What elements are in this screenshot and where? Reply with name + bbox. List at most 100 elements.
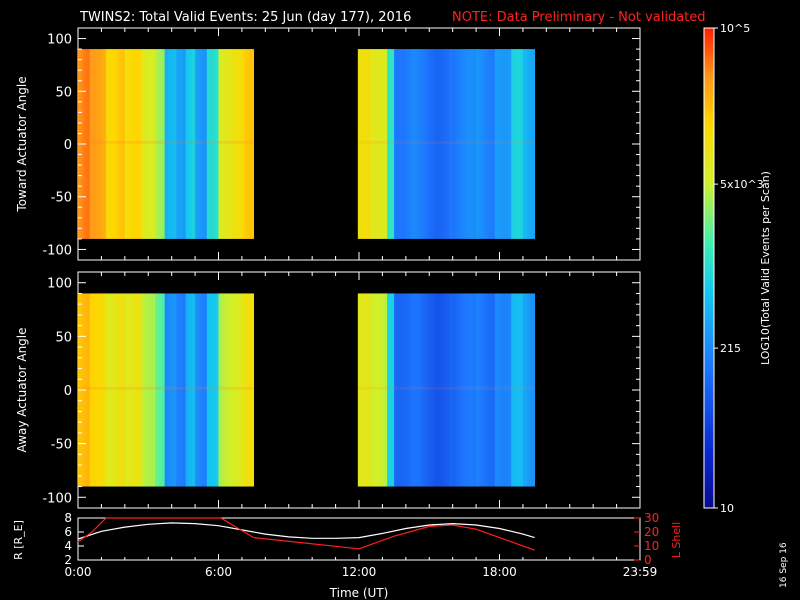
heatmap-cell bbox=[179, 49, 183, 239]
heatmap-cell bbox=[92, 293, 97, 487]
heatmap-cell bbox=[218, 293, 222, 487]
heatmap-cell bbox=[428, 293, 432, 487]
heatmap-cell bbox=[191, 293, 196, 487]
heatmap-cell bbox=[494, 49, 499, 239]
heatmap-cell bbox=[361, 49, 365, 239]
heatmap-cell bbox=[470, 293, 474, 487]
date-stamp: 16 Sep 16 bbox=[779, 542, 789, 588]
heatmap-cell bbox=[504, 49, 509, 239]
heatmap-cell bbox=[191, 49, 196, 239]
heatmap-cell bbox=[247, 293, 251, 487]
heatmap-cell bbox=[164, 293, 168, 487]
heatmap-cell bbox=[437, 293, 441, 487]
heatmap-cell bbox=[188, 49, 193, 239]
heatmap-cell bbox=[482, 49, 486, 239]
heatmap-cell bbox=[173, 49, 177, 239]
heatmap-cell bbox=[433, 49, 438, 239]
colorbar-tick-label: 215 bbox=[720, 342, 741, 355]
heatmap-cell bbox=[431, 293, 435, 487]
heatmap-cell bbox=[449, 293, 454, 487]
heatmap-cell bbox=[431, 49, 435, 239]
heatmap-cell bbox=[410, 293, 414, 487]
r-series-line bbox=[77, 522, 535, 540]
heatmap-cell bbox=[173, 293, 177, 487]
heatmap-cell bbox=[511, 293, 515, 487]
xtickmarks-away bbox=[77, 272, 641, 508]
heatmap-cell bbox=[106, 49, 110, 239]
heatmap-cell bbox=[112, 49, 116, 239]
heatmap-cell bbox=[525, 49, 530, 239]
y-tick-label: 100 bbox=[47, 33, 72, 48]
heatmap-cell bbox=[528, 293, 533, 487]
heatmap-cell bbox=[99, 293, 104, 487]
heatmap-cell bbox=[158, 293, 162, 487]
heatmap-cell bbox=[224, 293, 228, 487]
heatmap-cell bbox=[195, 293, 199, 487]
y-tick-label: 8 bbox=[64, 511, 72, 525]
heatmap-cell bbox=[158, 49, 162, 239]
heatmap-cell bbox=[112, 293, 116, 487]
heatmap-cell bbox=[121, 49, 126, 239]
heatmap-cell bbox=[128, 293, 132, 487]
heatmap-cell bbox=[152, 49, 156, 239]
heatmap-cell bbox=[92, 49, 97, 239]
y-tick-label-right: 0 bbox=[644, 553, 652, 567]
heatmap-cell bbox=[238, 293, 242, 487]
heatmap-cell bbox=[394, 49, 398, 239]
heatmap-cell bbox=[96, 49, 100, 239]
y-tick-label: 100 bbox=[47, 277, 72, 292]
heatmap-cell bbox=[485, 49, 489, 239]
heatmap-cell bbox=[185, 293, 190, 487]
heatmap-cell bbox=[215, 293, 219, 487]
heatmap-cell bbox=[400, 293, 405, 487]
heatmap-cell bbox=[511, 49, 515, 239]
heatmap-cell bbox=[470, 49, 474, 239]
y-tick-label: 4 bbox=[64, 539, 72, 553]
heatmap-cell bbox=[488, 293, 493, 487]
heatmap-cell bbox=[137, 49, 142, 239]
y-tick-label: -50 bbox=[51, 438, 72, 453]
heatmap-cell bbox=[195, 49, 199, 239]
y-tick-label-right: 10 bbox=[644, 539, 659, 553]
heatmap-cell bbox=[206, 49, 211, 239]
heatmap-cell bbox=[370, 293, 375, 487]
colorbar-gradient bbox=[703, 27, 715, 509]
colorbar-label: LOG10(Total Valid Events per Scan) bbox=[759, 171, 772, 365]
heatmap-cell bbox=[461, 49, 465, 239]
heatmap-cell bbox=[440, 49, 444, 239]
heatmap-cell bbox=[488, 49, 493, 239]
heatmap-cell bbox=[407, 49, 411, 239]
heatmap-cell bbox=[383, 293, 388, 487]
heatmap-cell bbox=[425, 293, 429, 487]
heatmap-cell bbox=[99, 49, 104, 239]
zero-band bbox=[357, 140, 535, 144]
heatmap-cell bbox=[86, 293, 91, 487]
heatmap-cell bbox=[226, 293, 231, 487]
heatmap-cell bbox=[473, 293, 477, 487]
heatmap-cell bbox=[377, 293, 381, 487]
heatmap-cell bbox=[229, 49, 233, 239]
heatmap-cell bbox=[419, 49, 423, 239]
y-tick-label-right: 30 bbox=[644, 511, 659, 525]
heatmap-cell bbox=[102, 49, 107, 239]
ylabel-away: Away Actuator Angle bbox=[15, 327, 29, 452]
heatmap-cell bbox=[479, 49, 483, 239]
heatmap-cell bbox=[440, 293, 444, 487]
heatmap-cell bbox=[367, 293, 372, 487]
heatmap-cell bbox=[452, 293, 456, 487]
heatmap-cell bbox=[115, 293, 119, 487]
heatmap-cell bbox=[397, 49, 402, 239]
heatmap-cell bbox=[146, 49, 151, 239]
heatmap-cell bbox=[428, 49, 432, 239]
heatmap-cell bbox=[364, 293, 368, 487]
heatmap-cell bbox=[419, 293, 423, 487]
heatmap-cell bbox=[446, 293, 450, 487]
heatmap-cell bbox=[131, 49, 136, 239]
heatmap-cell bbox=[479, 293, 483, 487]
heatmap-cell bbox=[185, 49, 190, 239]
heatmap-cell bbox=[188, 293, 193, 487]
heatmap-cell bbox=[507, 293, 512, 487]
heatmap-cell bbox=[170, 49, 174, 239]
